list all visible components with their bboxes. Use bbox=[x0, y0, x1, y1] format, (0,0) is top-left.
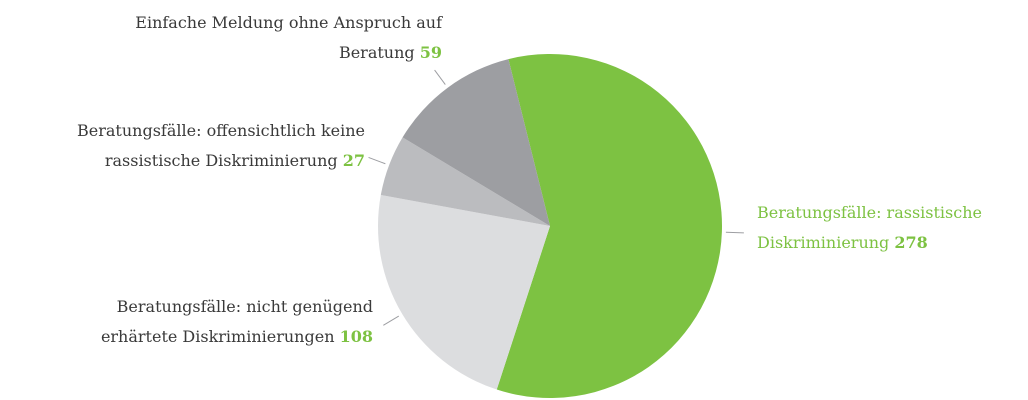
leader-line bbox=[383, 315, 400, 326]
slice-name: Beratungsfälle: rassistische Diskriminie… bbox=[757, 203, 982, 252]
leader-line bbox=[434, 69, 446, 85]
slice-name: Beratungsfälle: nicht genügend erhärtete… bbox=[100, 297, 373, 346]
slice-value: 27 bbox=[342, 151, 365, 170]
pie-slice bbox=[496, 54, 722, 398]
slice-label: Beratungsfälle: rassistische Diskriminie… bbox=[757, 198, 1025, 258]
slice-value: 59 bbox=[419, 43, 442, 62]
pie-slice bbox=[378, 194, 550, 390]
pie-slice bbox=[380, 137, 550, 226]
slice-value: 278 bbox=[894, 233, 928, 252]
pie-slice bbox=[402, 59, 550, 227]
slice-value: 108 bbox=[339, 327, 373, 346]
leader-line bbox=[725, 231, 744, 234]
leader-line bbox=[368, 156, 386, 165]
slice-name: Beratungsfälle: offensichtlich keine ras… bbox=[77, 121, 365, 170]
slice-label: Beratungsfälle: offensichtlich keine ras… bbox=[5, 116, 365, 176]
slice-label: Einfache Meldung ohne Anspruch auf Berat… bbox=[122, 8, 442, 68]
slice-label: Beratungsfälle: nicht genügend erhärtete… bbox=[55, 292, 373, 352]
slice-name: Einfache Meldung ohne Anspruch auf Berat… bbox=[135, 13, 442, 62]
